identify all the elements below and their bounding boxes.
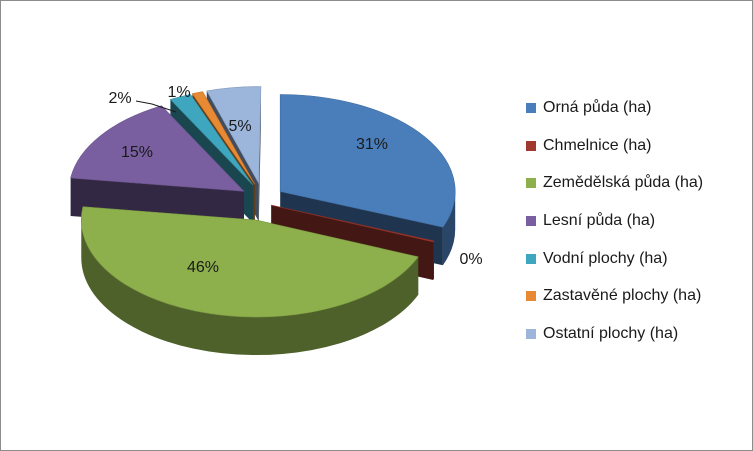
legend-label: Lesní půda (ha) bbox=[543, 212, 656, 230]
legend-label: Ostatní plochy (ha) bbox=[543, 325, 679, 343]
pie-slice-2 bbox=[80, 206, 419, 318]
legend-swatch bbox=[526, 329, 536, 340]
data-label: 31% bbox=[356, 136, 388, 153]
legend-item-ostatni-plochy: Ostatní plochy (ha) bbox=[526, 324, 741, 362]
pie-slice-6 bbox=[206, 86, 262, 185]
legend-item-lesni-puda: Lesní půda (ha) bbox=[526, 211, 741, 249]
legend-swatch bbox=[526, 178, 536, 189]
pie-slice-5 bbox=[191, 91, 256, 185]
legend: Orná půda (ha) Chmelnice (ha) Zemědělská… bbox=[526, 98, 741, 362]
legend-swatch bbox=[526, 253, 536, 264]
data-label: 5% bbox=[228, 118, 251, 135]
data-label: 0% bbox=[459, 251, 482, 268]
legend-label: Zemědělská půda (ha) bbox=[543, 174, 704, 192]
legend-swatch bbox=[526, 103, 536, 113]
data-label: 2% bbox=[108, 90, 131, 107]
legend-item-zastavene-plochy: Zastavěné plochy (ha) bbox=[526, 286, 741, 324]
data-label: 15% bbox=[121, 144, 153, 161]
pie-slice-3 bbox=[70, 105, 245, 192]
data-label: 1% bbox=[167, 84, 190, 101]
legend-swatch bbox=[526, 291, 536, 302]
legend-label: Orná půda (ha) bbox=[543, 99, 652, 116]
legend-label: Chmelnice (ha) bbox=[543, 136, 652, 154]
legend-label: Vodní plochy (ha) bbox=[543, 249, 668, 267]
pie-slice-0 bbox=[279, 94, 456, 228]
pie-slice-4 bbox=[169, 94, 254, 186]
legend-item-orna-puda: Orná půda (ha) bbox=[526, 98, 741, 136]
pie-slice-wall bbox=[433, 240, 434, 280]
leader-line bbox=[135, 100, 177, 113]
legend-item-chmelnice: Chmelnice (ha) bbox=[526, 136, 741, 174]
legend-swatch bbox=[526, 140, 536, 151]
pie-slice-wall bbox=[81, 220, 419, 356]
legend-item-vodni-plochy: Vodní plochy (ha) bbox=[526, 249, 741, 287]
legend-item-zemedelska-puda: Zemědělská půda (ha) bbox=[526, 173, 741, 211]
data-label: 46% bbox=[187, 259, 219, 276]
pie-slice-1 bbox=[271, 204, 435, 243]
legend-label: Zastavěné plochy (ha) bbox=[543, 287, 702, 305]
legend-swatch bbox=[526, 216, 536, 227]
